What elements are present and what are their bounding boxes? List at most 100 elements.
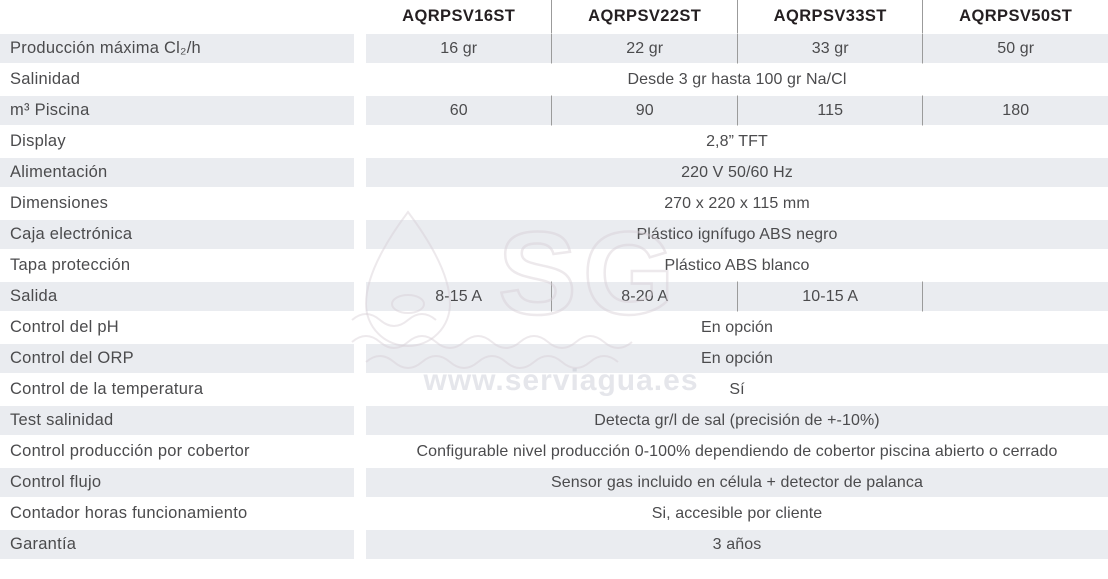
spec-row: Control del pH En opción <box>0 312 1108 343</box>
spec-value-cell: En opción <box>365 343 1108 374</box>
column-gap <box>353 219 366 250</box>
spec-value-text: 270 x 220 x 115 mm <box>664 194 810 212</box>
spec-row: Control de la temperatura Sí <box>0 374 1108 405</box>
spec-row: Salinidad Desde 3 gr hasta 100 gr Na/Cl <box>0 64 1108 95</box>
spec-value-cell: 3 años <box>365 529 1108 560</box>
spec-value-text: En opción <box>700 349 774 367</box>
row-label: Salinidad <box>0 64 354 95</box>
row-label: Display <box>0 126 354 157</box>
spec-value-cell: 10-15 A <box>736 281 923 312</box>
spec-value-text: Plástico ABS blanco <box>664 256 810 274</box>
header-row: AQRPSV16ST AQRPSV22ST AQRPSV33ST AQRPSV5… <box>0 0 1108 33</box>
row-label: Control flujo <box>0 467 354 498</box>
spec-value-cell: 270 x 220 x 115 mm <box>365 188 1108 219</box>
column-gap <box>353 436 366 467</box>
spec-value-cell: Sensor gas incluido en célula + detector… <box>365 467 1108 498</box>
column-gap <box>353 312 366 343</box>
spec-row: Producción máxima Cl₂/h 16 gr 22 gr 33 gr 50… <box>0 33 1108 64</box>
corner-cell <box>0 0 354 33</box>
row-label: Control producción por cobertor <box>0 436 354 467</box>
spec-row: Contador horas funcionamiento Si, accesib… <box>0 498 1108 529</box>
spec-value-cell: Detecta gr/l de sal (precisión de +-10%) <box>365 405 1108 436</box>
row-label: Control del ORP <box>0 343 354 374</box>
model-column-header: AQRPSV50ST <box>922 0 1108 33</box>
column-gap <box>353 33 366 64</box>
column-gap <box>353 250 366 281</box>
spec-value-text: 220 V 50/60 Hz <box>681 163 793 181</box>
spec-value-text: Sí <box>729 380 745 398</box>
spec-value-cell: Plástico ignífugo ABS negro <box>365 219 1108 250</box>
spec-value-text: Configurable nivel producción 0-100% dep… <box>416 442 1058 460</box>
row-label: Test salinidad <box>0 405 354 436</box>
spec-value-cell: En opción <box>365 312 1108 343</box>
column-gap <box>353 374 366 405</box>
spec-value-cell: 16 gr <box>365 33 552 64</box>
column-gap <box>353 95 366 126</box>
spec-row: Caja electrónica Plástico ignífugo ABS ne… <box>0 219 1108 250</box>
column-gap <box>353 405 366 436</box>
spec-value-cell: Plástico ABS blanco <box>365 250 1108 281</box>
row-label: Control del pH <box>0 312 354 343</box>
row-label: Tapa protección <box>0 250 354 281</box>
spec-value-cell: 8-20 A <box>551 281 737 312</box>
spec-row: Garantía 3 años <box>0 529 1108 560</box>
spec-value-cell: 60 <box>365 95 552 126</box>
column-gap <box>354 0 366 33</box>
spec-value-text: Plástico ignífugo ABS negro <box>636 225 838 243</box>
row-label: Control de la temperatura <box>0 374 354 405</box>
product-spec-table: AQRPSV16ST AQRPSV22ST AQRPSV33ST AQRPSV5… <box>0 0 1108 560</box>
column-gap <box>353 157 366 188</box>
row-label: Alimentación <box>0 157 354 188</box>
model-column-header: AQRPSV22ST <box>551 0 737 33</box>
row-label: Dimensiones <box>0 188 354 219</box>
spec-value-cell: 115 <box>736 95 923 126</box>
model-column-header: AQRPSV16ST <box>365 0 552 33</box>
spec-value-text: 2,8” TFT <box>706 132 768 150</box>
spec-value-text: Si, accesible por cliente <box>651 504 823 522</box>
spec-value-text: Detecta gr/l de sal (precisión de +-10%) <box>594 411 880 429</box>
spec-value-text: Sensor gas incluido en célula + detector… <box>550 473 923 491</box>
column-gap <box>353 64 366 95</box>
spec-value-cell: Si, accesible por cliente <box>365 498 1108 529</box>
row-label: Garantía <box>0 529 354 560</box>
spec-row: Control del ORP En opción <box>0 343 1108 374</box>
spec-value-text: En opción <box>700 318 774 336</box>
spec-row: Alimentación 220 V 50/60 Hz <box>0 157 1108 188</box>
spec-row: Salida 8-15 A 8-20 A 10-15 A <box>0 281 1108 312</box>
row-label: Producción máxima Cl₂/h <box>0 33 354 64</box>
spec-row: Display 2,8” TFT <box>0 126 1108 157</box>
spec-row: Control flujo Sensor gas incluido en célu… <box>0 467 1108 498</box>
spec-row: Dimensiones 270 x 220 x 115 mm <box>0 188 1108 219</box>
spec-row: Control producción por cobertor Configura… <box>0 436 1108 467</box>
spec-value-cell: 33 gr <box>736 33 923 64</box>
column-gap <box>353 343 366 374</box>
spec-value-text: Desde 3 gr hasta 100 gr Na/Cl <box>627 70 847 88</box>
spec-value-cell: 220 V 50/60 Hz <box>365 157 1108 188</box>
spec-value-text: 3 años <box>712 535 762 553</box>
column-gap <box>353 281 366 312</box>
row-label: Contador horas funcionamiento <box>0 498 354 529</box>
model-column-header: AQRPSV33ST <box>736 0 923 33</box>
spec-value-cell: 8-15 A <box>365 281 552 312</box>
spec-row: Test salinidad Detecta gr/l de sal (preci… <box>0 405 1108 436</box>
spec-row: Tapa protección Plástico ABS blanco <box>0 250 1108 281</box>
spec-value-cell: 22 gr <box>551 33 737 64</box>
spec-value-cell: 180 <box>922 95 1108 126</box>
row-label: m³ Piscina <box>0 95 354 126</box>
column-gap <box>353 498 366 529</box>
spec-value-cell: Configurable nivel producción 0-100% dep… <box>365 436 1108 467</box>
spec-value-cell: 90 <box>551 95 737 126</box>
spec-value-cell: 2,8” TFT <box>365 126 1108 157</box>
spec-value-cell: Sí <box>365 374 1108 405</box>
spec-value-cell: Desde 3 gr hasta 100 gr Na/Cl <box>365 64 1108 95</box>
spec-value-cell: 50 gr <box>922 33 1108 64</box>
spec-row: m³ Piscina 60 90 115 180 <box>0 95 1108 126</box>
column-gap <box>353 529 366 560</box>
row-label: Salida <box>0 281 354 312</box>
column-gap <box>353 188 366 219</box>
row-label: Caja electrónica <box>0 219 354 250</box>
spec-value-cell <box>922 281 1108 312</box>
column-gap <box>353 126 366 157</box>
column-gap <box>353 467 366 498</box>
